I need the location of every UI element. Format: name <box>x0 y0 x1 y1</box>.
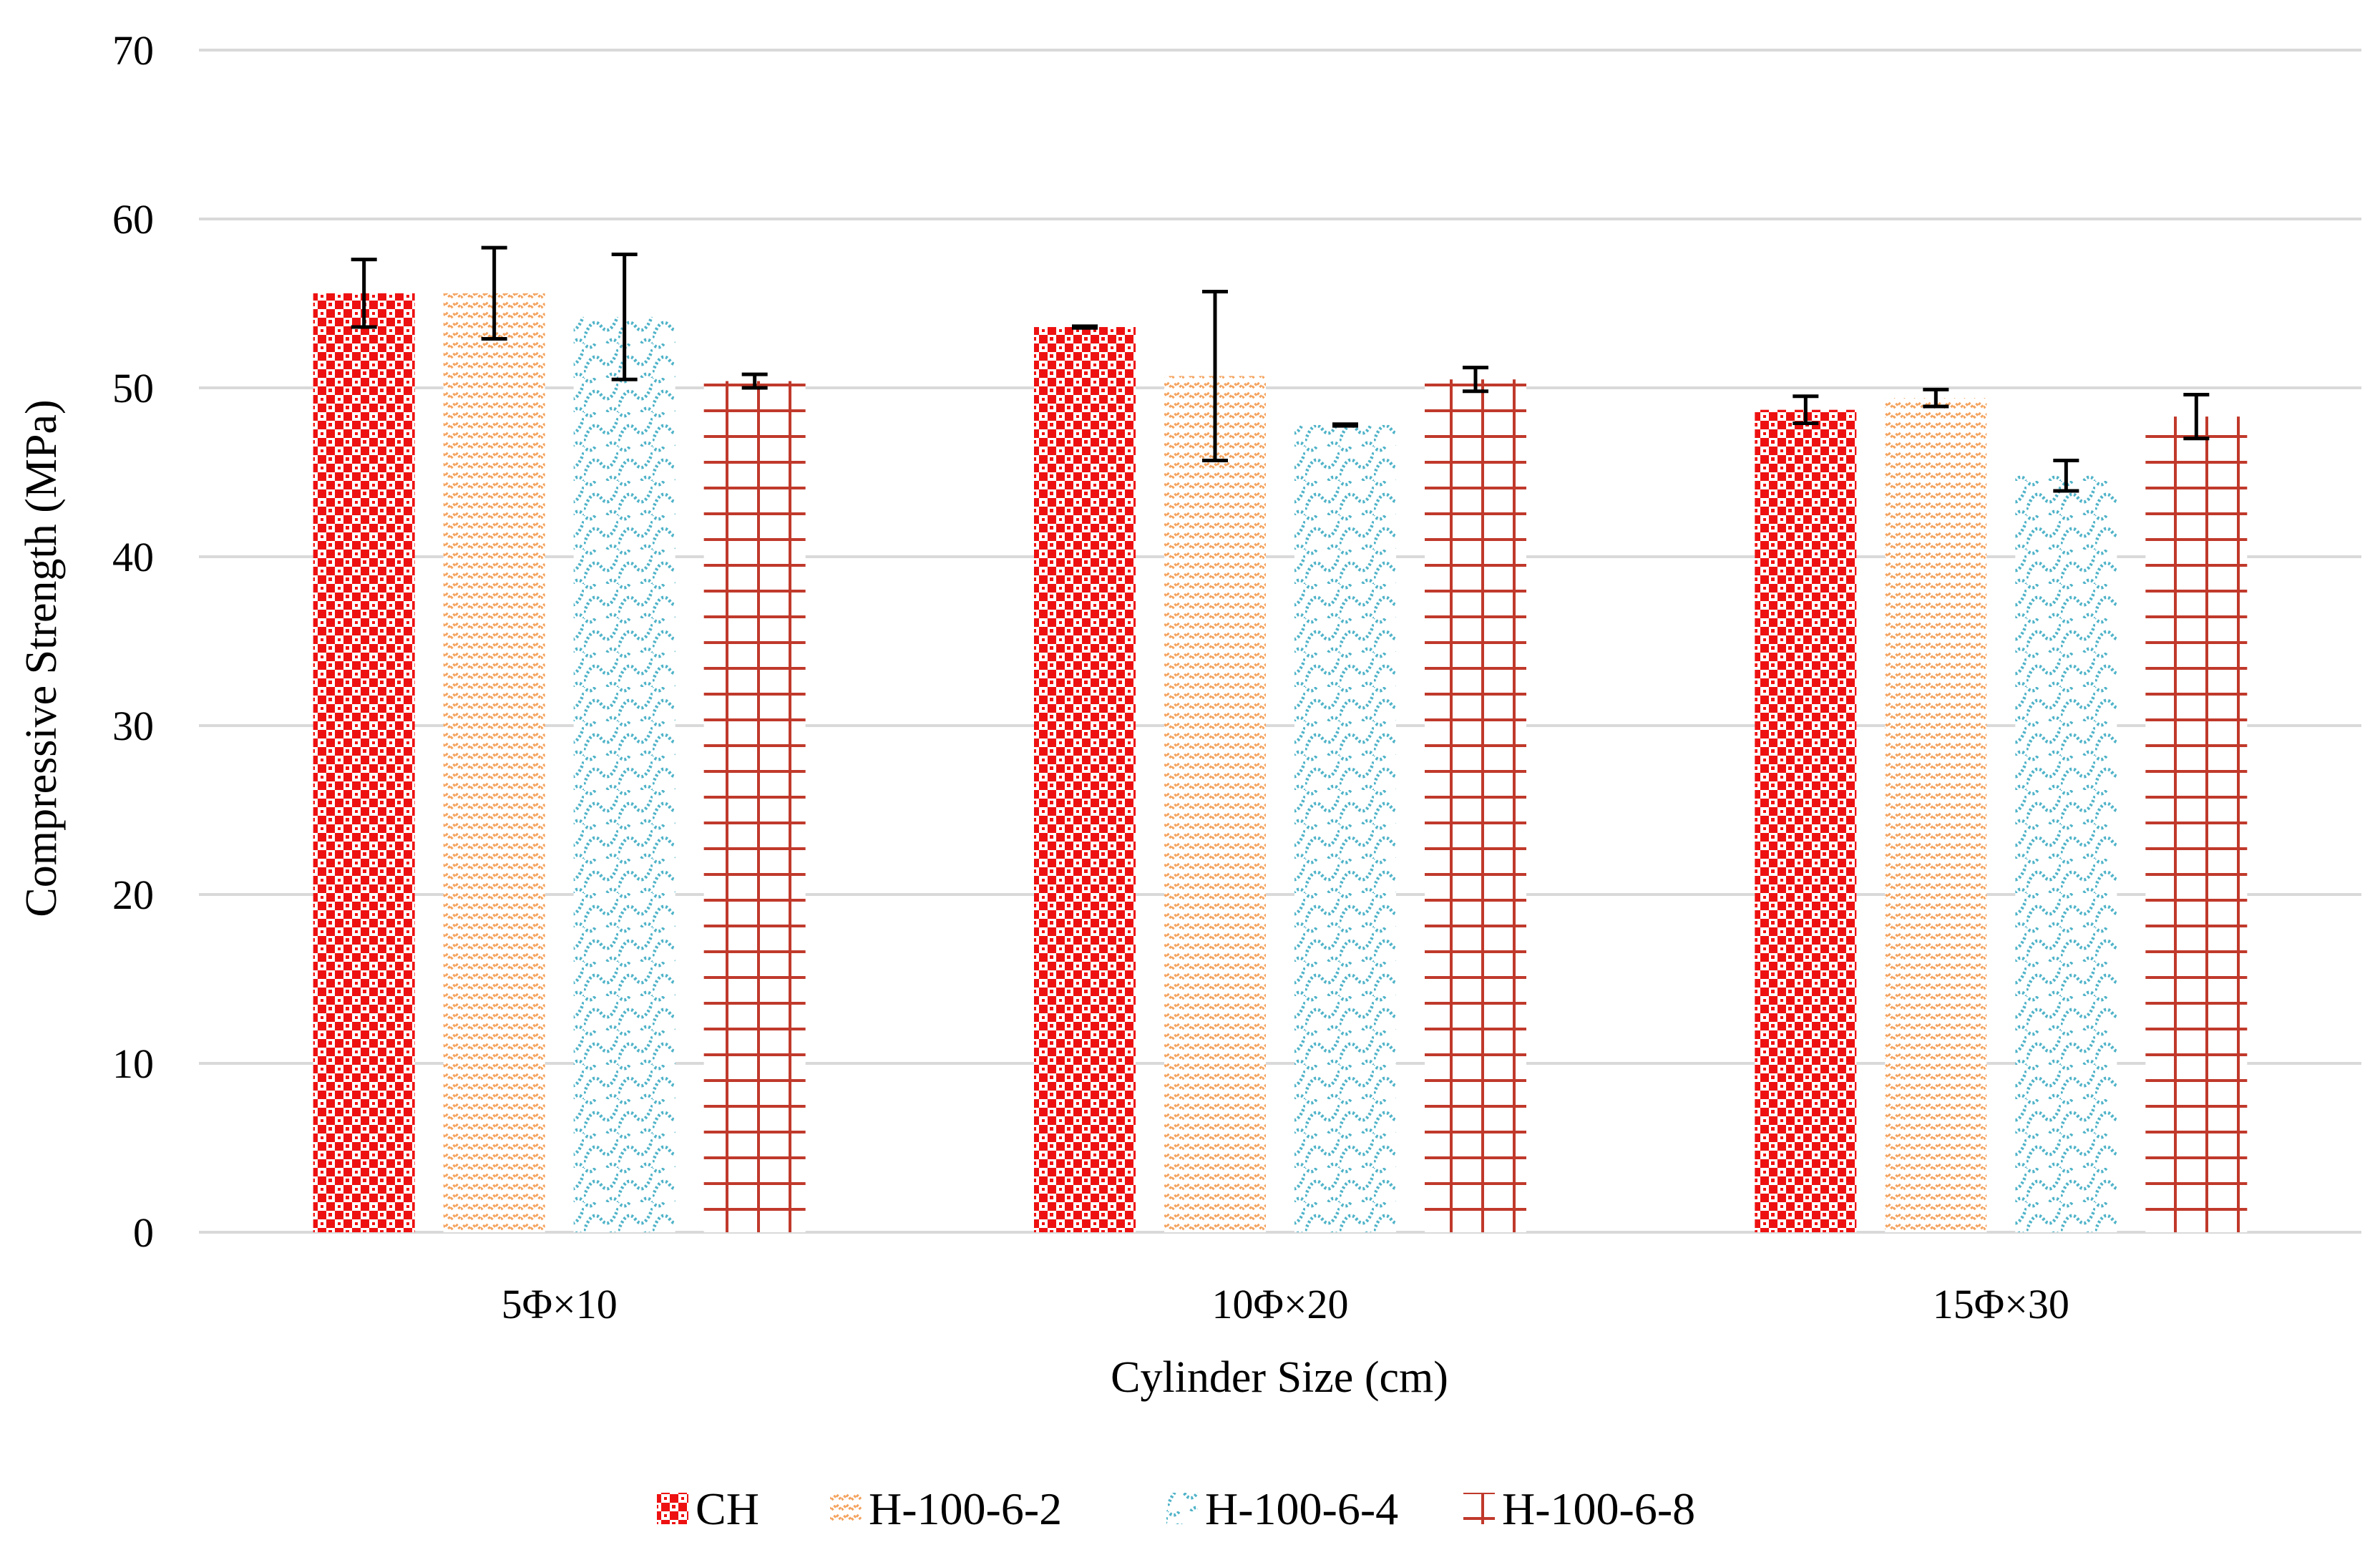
error-bar <box>1202 289 1228 462</box>
bar-h-100-6-2-2 <box>1885 398 1987 1233</box>
y-tick-label: 30 <box>112 703 154 749</box>
bar-h-100-6-8-2 <box>2145 416 2248 1232</box>
bar-h-100-6-4-0 <box>573 316 676 1232</box>
error-bar <box>2183 392 2210 441</box>
legend-item-ch: CH <box>657 1483 759 1534</box>
y-tick-label: 70 <box>112 27 154 74</box>
error-bar <box>1332 422 1358 428</box>
error-bar <box>1072 324 1098 330</box>
y-tick-label: 40 <box>112 534 154 580</box>
legend-item-h-100-6-2: H-100-6-2 <box>830 1483 1062 1534</box>
x-tick-label: 5Φ×10 <box>502 1281 618 1327</box>
x-axis-ticks: 5Φ×10 10Φ×20 15Φ×30 <box>502 1281 2069 1327</box>
error-bar <box>481 245 507 341</box>
bar-h-100-6-8-0 <box>703 381 806 1232</box>
error-bar <box>1923 387 1949 409</box>
bar-ch-1 <box>1034 327 1136 1232</box>
x-tick-label: 10Φ×20 <box>1211 1281 1348 1327</box>
bar-ch-2 <box>1755 409 1857 1233</box>
y-tick-label: 60 <box>112 196 154 243</box>
legend-label: H-100-6-8 <box>1502 1483 1695 1534</box>
legend-swatch <box>830 1493 862 1524</box>
x-axis-title: Cylinder Size (cm) <box>1111 1353 1448 1402</box>
error-bar <box>1463 366 1488 394</box>
y-tick-label: 10 <box>112 1040 154 1087</box>
x-tick-label: 15Φ×30 <box>1933 1281 2069 1327</box>
legend-label: H-100-6-4 <box>1205 1483 1398 1534</box>
y-tick-label: 50 <box>112 365 154 411</box>
legend-label: H-100-6-2 <box>869 1483 1062 1534</box>
legend-swatch <box>657 1493 688 1524</box>
y-tick-label: 0 <box>133 1209 154 1256</box>
bar-h-100-6-4-1 <box>1294 424 1396 1233</box>
bar-h-100-6-2-0 <box>443 293 545 1233</box>
y-axis-title: Compressive Strength (MPa) <box>17 399 66 917</box>
legend-item-h-100-6-4: H-100-6-4 <box>1166 1483 1398 1534</box>
legend-swatch <box>1463 1493 1495 1524</box>
legend-item-h-100-6-8: H-100-6-8 <box>1463 1483 1695 1534</box>
error-bar <box>351 258 377 329</box>
bars <box>313 293 2248 1233</box>
error-bar <box>2053 458 2079 493</box>
error-bars <box>351 245 2210 493</box>
error-bar <box>611 253 638 381</box>
error-bar <box>1793 394 1819 426</box>
bar-h-100-6-8-1 <box>1425 379 1526 1233</box>
bar-ch-0 <box>313 293 415 1233</box>
legend: CH H-100-6-2 H-100-6-4 H-100-6-8 <box>657 1483 1695 1534</box>
gridlines <box>199 49 2361 1234</box>
bar-h-100-6-4-2 <box>2015 475 2117 1232</box>
bar-h-100-6-2-1 <box>1164 376 1266 1232</box>
legend-swatch <box>1166 1493 1198 1524</box>
legend-label: CH <box>696 1483 759 1534</box>
y-tick-label: 20 <box>112 872 154 918</box>
y-axis-ticks: 0 10 20 30 40 50 60 70 <box>112 27 154 1256</box>
error-bar <box>741 372 768 390</box>
